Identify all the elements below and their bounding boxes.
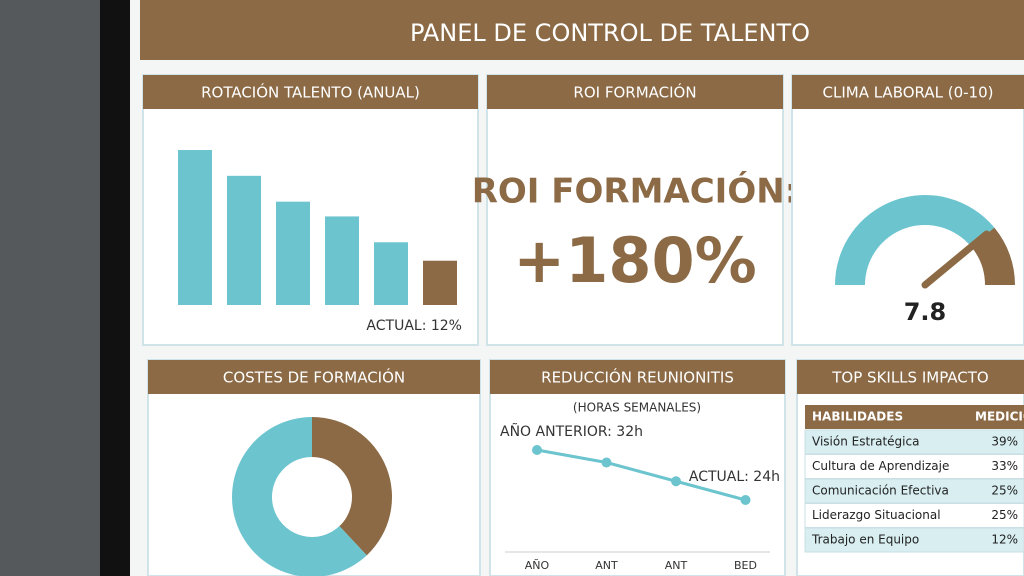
background xyxy=(0,0,100,576)
line-point xyxy=(601,457,612,468)
panel-header xyxy=(792,75,1024,109)
cell: Liderazgo Situacional xyxy=(812,508,941,522)
table-row xyxy=(804,527,1024,553)
table-row xyxy=(804,503,1024,528)
title-bar xyxy=(140,0,1024,60)
cell: Cultura de Aprendizaje xyxy=(812,459,949,473)
gauge-fill xyxy=(835,195,995,285)
panel xyxy=(486,74,784,346)
cell: 12% xyxy=(991,533,1018,547)
panel-title: COSTES DE FORMACIÓN xyxy=(223,368,405,387)
monitor-bezel xyxy=(100,0,130,576)
table-header xyxy=(805,405,1024,429)
x-tick-label: AÑO xyxy=(525,559,550,572)
line-point xyxy=(532,445,542,455)
subtitle: (HORAS SEMANALES) xyxy=(573,401,701,415)
panel xyxy=(489,359,786,576)
dashboard-title: PANEL DE CONTROL DE TALENTO xyxy=(410,19,810,47)
panel-title: REDUCCIÓN REUNIONITIS xyxy=(541,368,734,387)
bar xyxy=(227,175,261,305)
donut-slice xyxy=(312,417,392,556)
kpi-value: +180% xyxy=(513,224,757,297)
panel-title: ROTACIÓN TALENTO (ANUAL) xyxy=(201,83,420,102)
donut-slice xyxy=(232,417,367,576)
annotation: ACTUAL: 12% xyxy=(366,318,462,334)
cell: Trabajo en Equipo xyxy=(811,533,919,547)
panel-header xyxy=(148,360,480,394)
line-point xyxy=(671,476,681,487)
x-tick-label: BED xyxy=(734,559,757,572)
cell: 33% xyxy=(991,459,1018,473)
panel-header xyxy=(487,75,783,109)
panel-title: CLIMA LABORAL (0-10) xyxy=(823,84,994,102)
column-header: MEDICIÓN xyxy=(975,409,1024,424)
panel-header xyxy=(797,360,1024,394)
bar xyxy=(374,242,408,305)
kpi-label: ROI FORMACIÓN: xyxy=(472,171,799,212)
table-row xyxy=(804,429,1024,455)
line-point xyxy=(740,495,751,505)
column-header: HABILIDADES xyxy=(812,410,903,424)
bar xyxy=(423,260,457,305)
x-tick-label: ANT xyxy=(665,559,688,572)
cell: 25% xyxy=(991,508,1018,522)
bar xyxy=(178,150,212,305)
cell: Visión Estratégica xyxy=(812,435,919,449)
cell: 39% xyxy=(991,435,1018,449)
table-row xyxy=(804,454,1024,479)
panel-title: ROI FORMACIÓN xyxy=(573,83,696,102)
cell: 25% xyxy=(991,484,1018,498)
panel xyxy=(791,74,1024,346)
bar xyxy=(325,216,359,305)
gauge-needle xyxy=(921,230,991,289)
panel-header xyxy=(143,75,478,109)
annotation: ACTUAL: 24h xyxy=(689,469,780,485)
cell: Comunicación Efectiva xyxy=(812,484,949,498)
bar xyxy=(276,201,310,305)
panel-header xyxy=(490,360,785,394)
line-series xyxy=(536,448,746,502)
x-tick-label: ANT xyxy=(595,559,618,572)
gauge-value: 7.8 xyxy=(904,298,947,326)
panel-title: TOP SKILLS IMPACTO xyxy=(831,369,988,387)
annotation: AÑO ANTERIOR: 32h xyxy=(500,423,643,440)
